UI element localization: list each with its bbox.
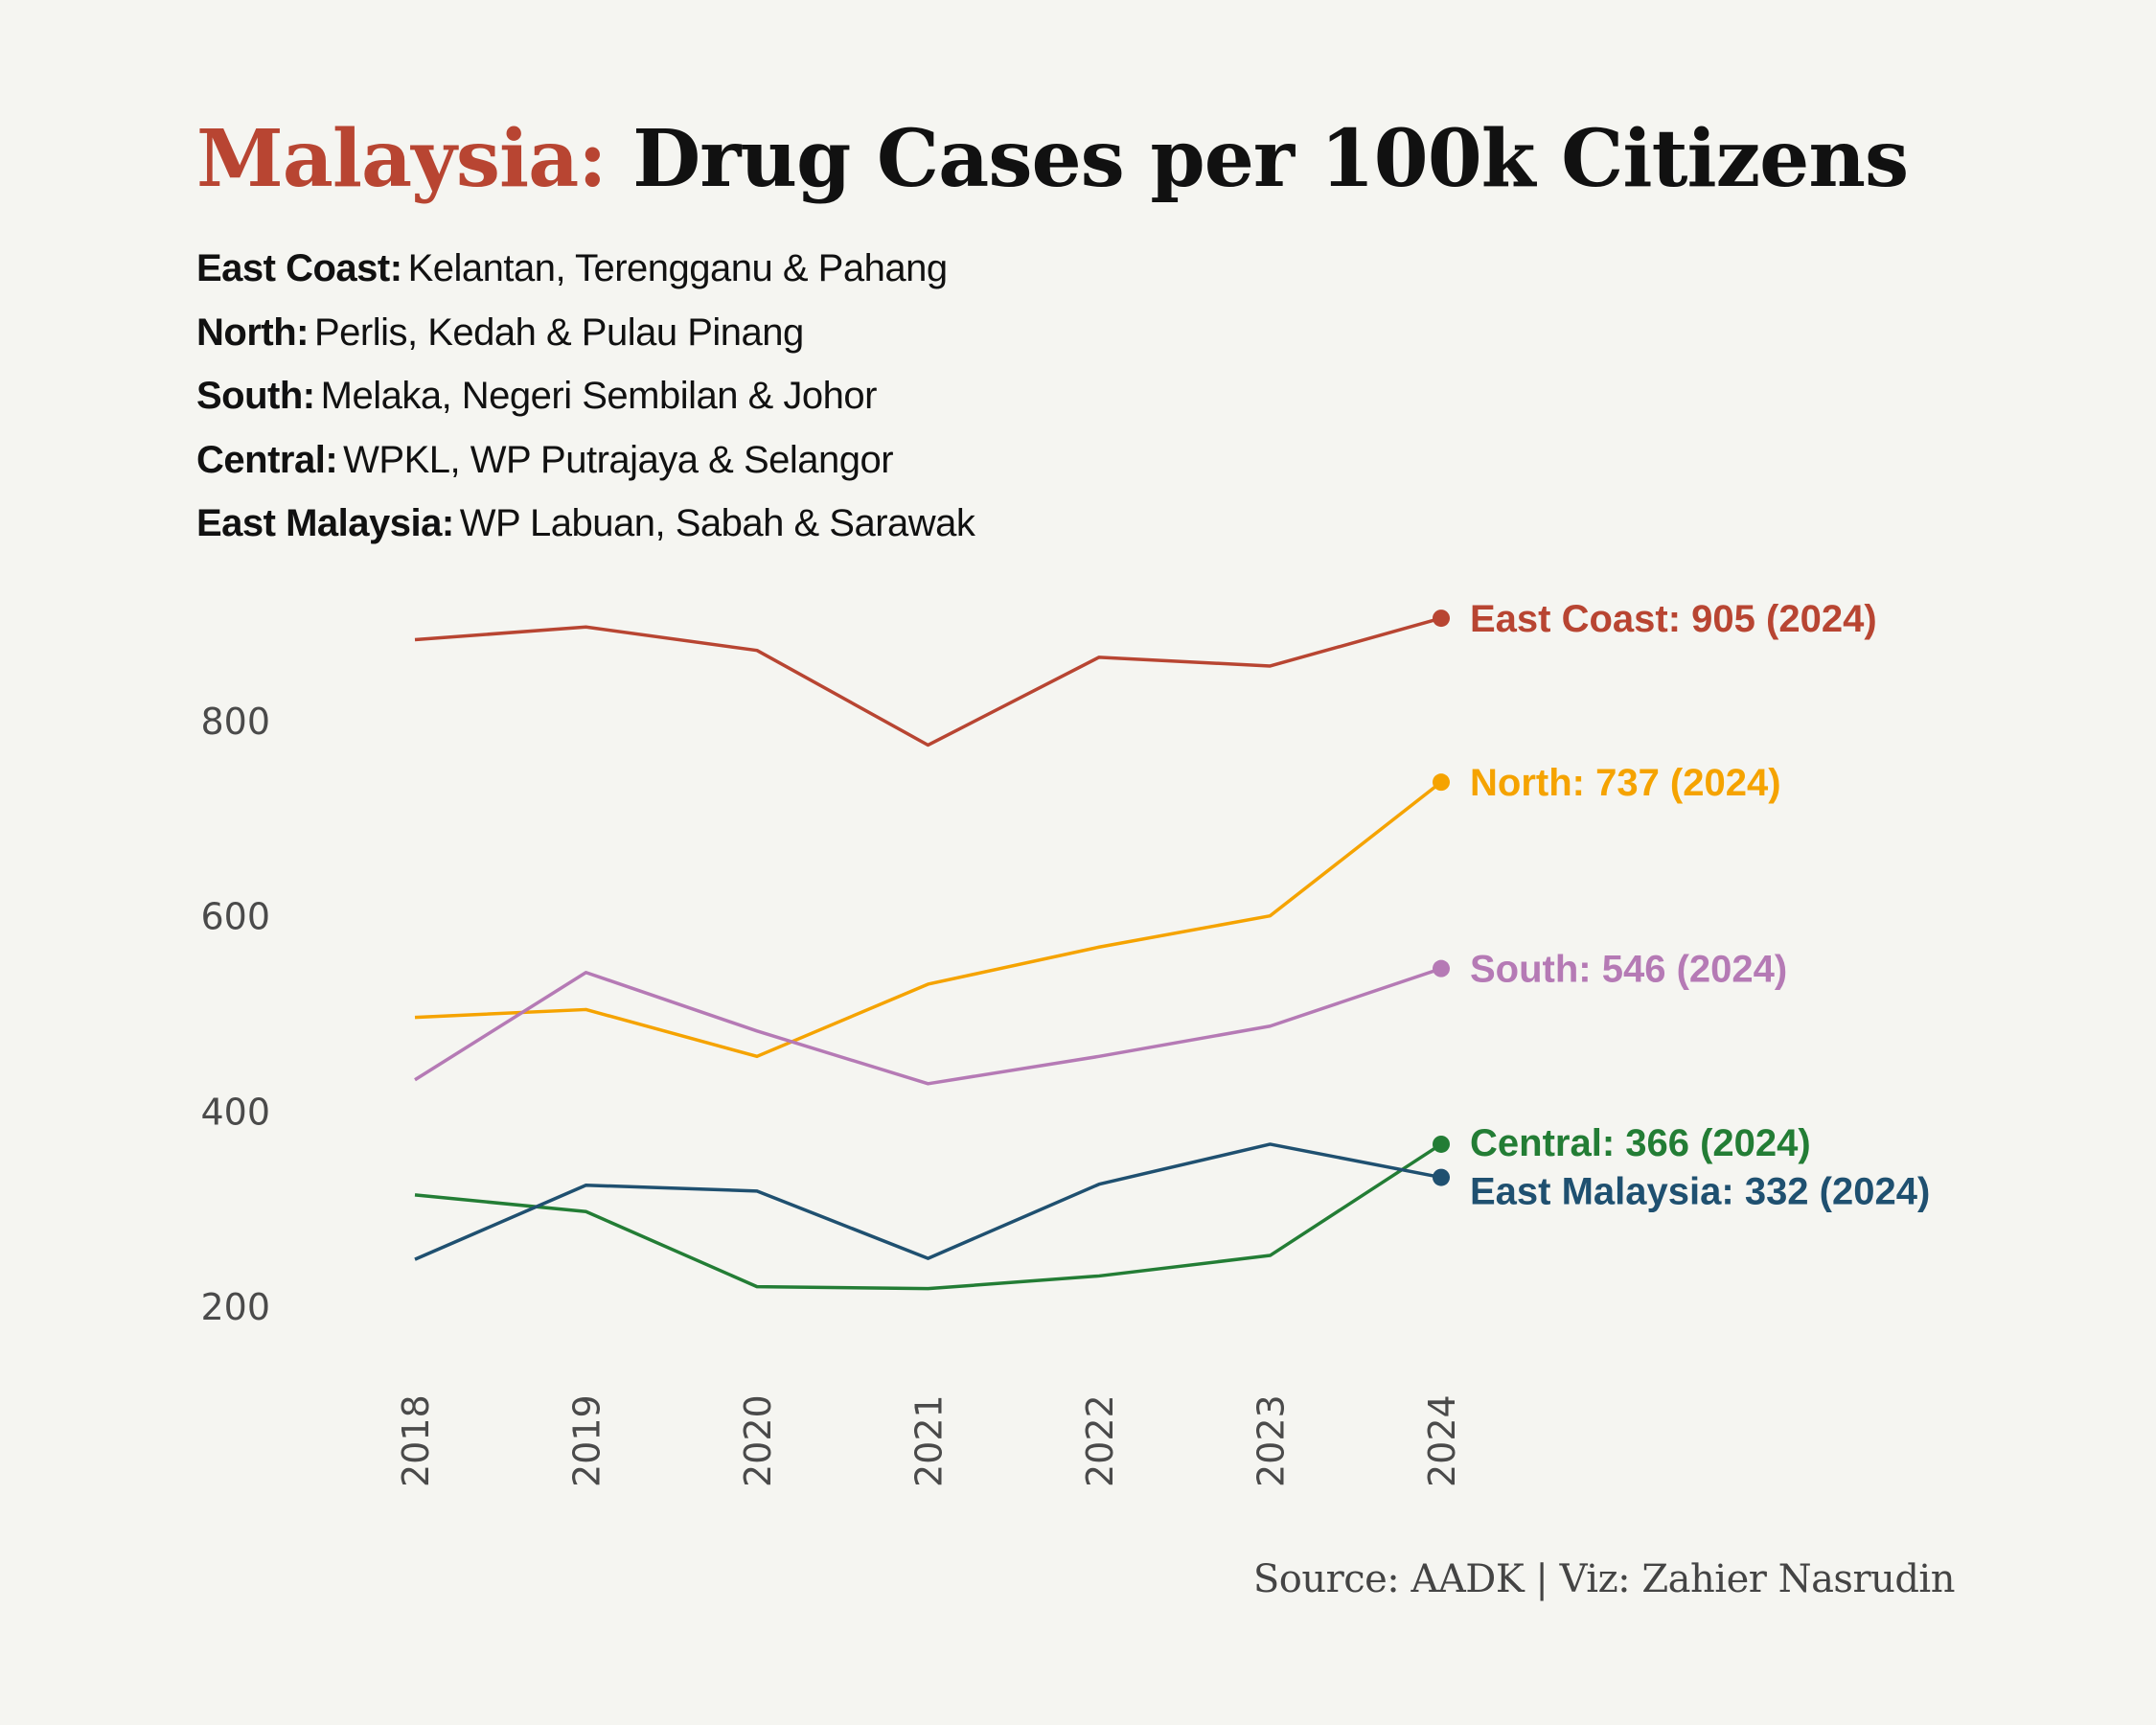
legend-key: East Malaysia: <box>196 502 454 544</box>
x-tick-label: 2020 <box>737 1394 779 1487</box>
legend-states: Kelantan, Terengganu & Pahang <box>407 247 949 289</box>
legend-key: North: <box>196 310 309 354</box>
legend-row-north: North: Perlis, Kedah & Pulau Pinang <box>196 304 975 368</box>
x-tick-label: 2024 <box>1421 1394 1463 1487</box>
legend-states: Melaka, Negeri Sembilan & Johor <box>320 375 878 417</box>
title-main: Drug Cases per 100k Citizens <box>632 113 1909 205</box>
region-legend: East Coast: Kelantan, Terengganu & Pahang… <box>196 240 975 559</box>
legend-key: East Coast: <box>196 247 402 289</box>
legend-key: Central: <box>196 438 338 481</box>
legend-row-south: South: Melaka, Negeri Sembilan & Johor <box>196 367 975 431</box>
end-point-east-coast <box>1433 610 1450 628</box>
x-tick-label: 2023 <box>1250 1394 1293 1487</box>
y-tick-label: 600 <box>200 896 270 938</box>
end-point-south <box>1433 959 1450 978</box>
end-point-north <box>1433 773 1450 792</box>
series-line-north <box>414 780 1443 1059</box>
legend-states: WP Labuan, Sabah & Sarawak <box>459 502 975 544</box>
legend-states: WPKL, WP Putrajaya & Selangor <box>343 438 894 481</box>
x-tick-label: 2018 <box>395 1394 437 1487</box>
y-tick-label: 400 <box>200 1091 270 1133</box>
series-line-east-coast <box>414 616 1442 748</box>
legend-states: Perlis, Kedah & Pulau Pinang <box>313 310 804 354</box>
legend-row-east-coast: East Coast: Kelantan, Terengganu & Pahang <box>196 240 975 304</box>
end-label-east-coast: East Coast: 905 (2024) <box>1470 598 1877 640</box>
series-line-central <box>414 1142 1442 1291</box>
end-point-central <box>1433 1135 1450 1153</box>
y-tick-label: 200 <box>200 1286 270 1328</box>
chart-title: Malaysia: Drug Cases per 100k Citizens <box>196 113 1909 205</box>
y-tick-label: 800 <box>200 701 270 743</box>
x-tick-label: 2019 <box>566 1394 608 1487</box>
x-tick-label: 2022 <box>1079 1394 1121 1487</box>
end-label-south: South: 546 (2024) <box>1470 949 1787 991</box>
source-caption: Source: AADK | Viz: Zahier Nasrudin <box>1252 1557 1956 1601</box>
legend-key: South: <box>196 375 315 417</box>
x-tick-label: 2021 <box>908 1394 951 1487</box>
legend-row-east-malaysia: East Malaysia: WP Labuan, Sabah & Sarawak <box>196 494 975 559</box>
series-line-east-malaysia <box>414 1142 1442 1261</box>
end-label-central: Central: 366 (2024) <box>1470 1122 1811 1164</box>
series-line-south <box>414 967 1442 1086</box>
end-point-east-malaysia <box>1433 1168 1450 1186</box>
end-label-east-malaysia: East Malaysia: 332 (2024) <box>1470 1171 1930 1213</box>
legend-row-central: Central: WPKL, WP Putrajaya & Selangor <box>196 431 975 495</box>
end-label-north: North: 737 (2024) <box>1470 762 1781 804</box>
title-accent: Malaysia: <box>196 113 608 205</box>
